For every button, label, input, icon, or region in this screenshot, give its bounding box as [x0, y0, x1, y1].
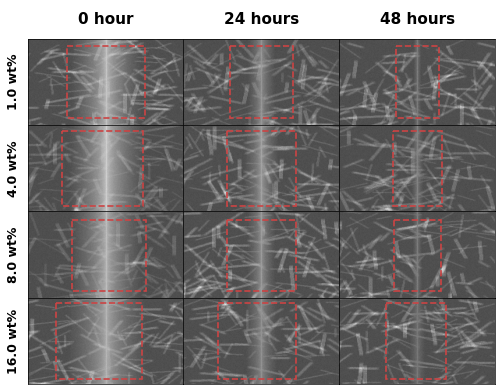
Text: 48 hours: 48 hours — [380, 12, 454, 27]
Text: 4.0 wt%: 4.0 wt% — [7, 140, 20, 197]
Bar — [228, 130, 296, 206]
Bar — [396, 46, 440, 118]
Bar — [386, 303, 446, 379]
Text: 16.0 wt%: 16.0 wt% — [7, 308, 20, 374]
Text: 24 hours: 24 hours — [224, 12, 299, 27]
Bar — [230, 46, 293, 118]
Bar — [394, 220, 441, 291]
Bar — [67, 46, 145, 118]
Bar — [62, 130, 143, 206]
Bar — [228, 220, 296, 291]
Text: 8.0 wt%: 8.0 wt% — [7, 227, 20, 283]
Bar — [72, 220, 146, 291]
Text: 0 hour: 0 hour — [78, 12, 133, 27]
Bar — [218, 303, 296, 379]
Bar — [392, 130, 442, 206]
Bar — [56, 303, 142, 379]
Text: 1.0 wt%: 1.0 wt% — [7, 54, 20, 110]
